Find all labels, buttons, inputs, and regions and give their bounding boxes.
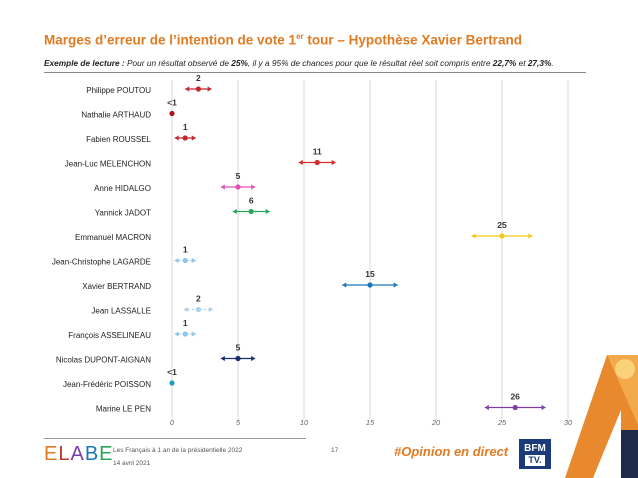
decorative-a-shape [565,355,638,478]
error-arrow-right [251,184,256,190]
x-tick-label: 5 [236,418,241,427]
error-arrow-right [191,135,196,141]
error-arrow-left [220,355,225,362]
error-arrow-right [393,282,398,288]
x-tick-label: 10 [300,418,309,427]
data-label: 6 [249,196,254,206]
data-label: <1 [167,98,177,108]
header-divider [44,72,586,73]
footer-divider [44,438,306,439]
bfmtv-logo: BFM TV. [519,439,551,469]
error-arrow-right [208,306,213,313]
error-arrow-right [191,331,196,337]
data-point [235,184,241,190]
error-arrow-right [265,208,270,215]
data-label: 2 [196,73,201,83]
data-point [367,282,373,288]
error-arrow-right [541,404,546,411]
page-number: 17 [331,447,339,454]
logo-letter: A [70,443,85,465]
error-arrow-right [251,355,256,362]
x-tick-label: 25 [497,418,507,427]
logo-letter: E [99,443,114,465]
candidate-name: Xavier BERTRAND [82,282,151,291]
error-arrow-left [185,86,190,92]
data-point [182,135,188,141]
data-label: 25 [497,220,507,230]
footer-date: 14 avril 2021 [113,460,151,467]
data-label: <1 [167,367,177,377]
data-label: 1 [183,245,188,255]
data-point [182,257,188,264]
data-label: 15 [365,269,375,279]
x-tick-label: 0 [170,418,175,427]
error-arrow-right [331,159,336,166]
x-tick-label: 30 [564,418,573,427]
error-arrow-right [528,233,533,239]
candidate-name: Philippe POUTOU [86,86,151,95]
data-point [512,404,518,411]
data-point [499,233,505,239]
candidate-name: Jean-Christophe LAGARDE [52,258,151,267]
data-label: 1 [183,318,188,328]
data-point [169,110,175,117]
error-arrow-left [174,331,179,337]
data-label: 11 [313,147,322,157]
x-tick-label: 15 [366,418,375,427]
candidate-name: Marine LE PEN [96,405,151,414]
data-point [248,208,254,215]
candidate-name: Nicolas DUPONT-AIGNAN [56,356,151,365]
error-arrow-left [220,184,225,190]
data-point [182,331,188,337]
error-arrow-left [471,233,476,239]
data-point [195,86,201,92]
candidate-name: Anne HIDALGO [94,184,151,193]
data-label: 1 [183,122,188,132]
error-arrow-left [484,404,489,411]
data-point [314,159,320,166]
logo-letter: B [84,443,100,465]
error-arrow-right [191,257,196,264]
error-arrow-left [342,282,347,288]
candidate-name: Fabien ROUSSEL [86,135,151,144]
candidate-name: Jean-Frédéric POISSON [63,380,151,389]
logo-letter: L [58,443,71,465]
data-point [195,306,201,313]
x-tick-label: 20 [431,418,441,427]
elabe-logo: ELABE [44,443,114,465]
error-arrow-left [174,257,179,264]
data-label: 5 [236,171,241,181]
candidate-name: François ASSELINEAU [68,331,151,340]
data-label: 2 [196,294,201,304]
hashtag: #Opinion en direct [394,444,509,459]
candidate-name: Emmanuel MACRON [75,233,151,242]
candidate-name: Jean-Luc MELENCHON [65,160,151,169]
error-arrow-left [232,208,237,215]
reading-example: Exemple de lecture : Pour un résultat ob… [44,58,554,68]
footer-source: Les Français à 1 an de la présidentielle… [113,447,243,454]
error-arrow-left [183,306,188,313]
candidate-name: Yannick JADOT [95,209,151,218]
candidate-name: Jean LASSALLE [91,307,151,316]
error-arrow-left [298,159,303,166]
error-arrow-right [207,86,212,92]
data-point [235,355,241,362]
page-title: Marges d’erreur de l’intention de vote 1… [44,32,522,48]
data-label: 26 [510,392,520,402]
data-label: 5 [236,343,241,353]
error-arrow-left [174,135,179,141]
candidate-name: Nathalie ARTHAUD [81,111,151,120]
data-point [169,380,175,386]
logo-letter: E [44,443,59,465]
